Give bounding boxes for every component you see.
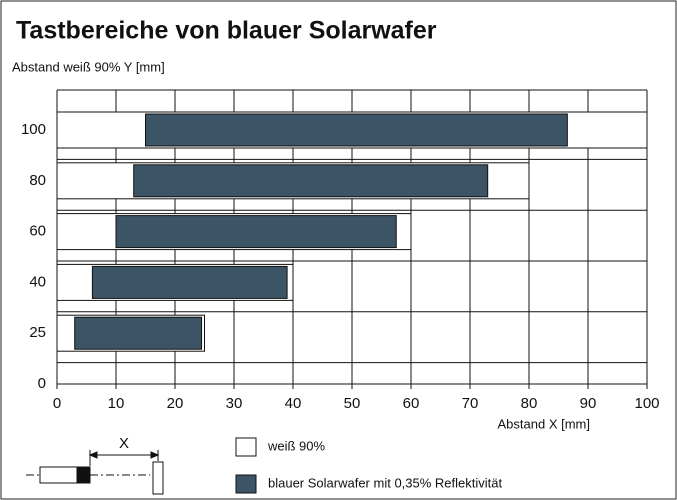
y-tick-label: 80 bbox=[29, 172, 46, 189]
x-tick-label: 10 bbox=[108, 395, 125, 412]
x-tick-label: 40 bbox=[285, 395, 302, 412]
x-tick-label: 0 bbox=[53, 395, 61, 412]
chart-title: Tastbereiche von blauer Solarwafer bbox=[16, 17, 437, 45]
y-tick-label: 60 bbox=[29, 223, 46, 240]
x-tick-label: 30 bbox=[226, 395, 243, 412]
x-tick-label: 50 bbox=[344, 395, 361, 412]
sensor-diagram bbox=[26, 450, 164, 495]
x-tick-label: 100 bbox=[634, 395, 659, 412]
x-tick-label: 80 bbox=[521, 395, 538, 412]
y-tick-label: 25 bbox=[29, 324, 46, 341]
y-tick-label: 40 bbox=[29, 273, 46, 290]
legend-label: weiß 90% bbox=[267, 438, 326, 453]
x-tick-label: 90 bbox=[580, 395, 597, 412]
x-tick-label: 60 bbox=[403, 395, 420, 412]
bar bbox=[74, 316, 203, 350]
bar bbox=[145, 113, 568, 147]
x-tick-label: 20 bbox=[167, 395, 184, 412]
legend-swatch bbox=[235, 437, 257, 457]
y-tick-label: 100 bbox=[21, 121, 46, 138]
x-axis-label: Abstand X [mm] bbox=[498, 416, 590, 431]
legend-swatch bbox=[235, 474, 257, 494]
y-tick-label: 0 bbox=[38, 375, 46, 392]
y-axis-label: Abstand weiß 90% Y [mm] bbox=[12, 59, 165, 74]
x-tick-label: 70 bbox=[462, 395, 479, 412]
diagram-label: X bbox=[119, 435, 129, 452]
bar bbox=[91, 265, 288, 299]
bar bbox=[115, 215, 397, 249]
legend-label: blauer Solarwafer mit 0,35% Reflektivitä… bbox=[268, 475, 502, 490]
bar bbox=[133, 164, 489, 198]
